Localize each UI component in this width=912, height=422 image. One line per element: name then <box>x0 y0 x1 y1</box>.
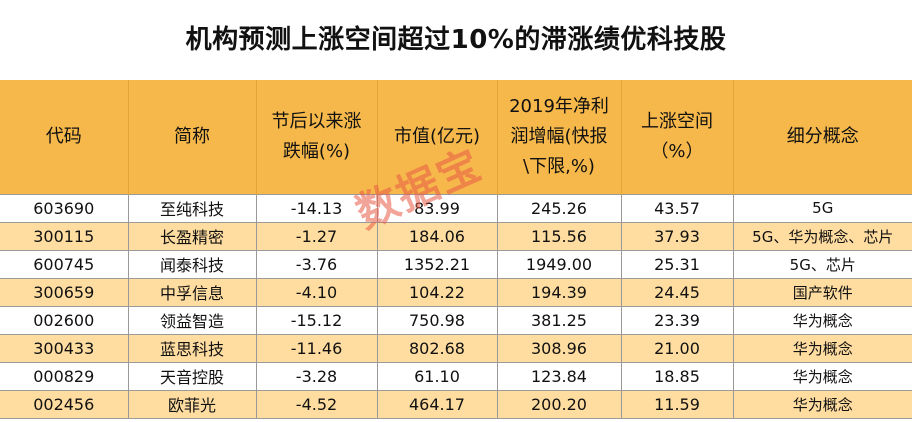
cell-upside: 43.57 <box>621 193 734 222</box>
table-row: 300115 长盈精密 -1.27 184.06 115.56 37.93 5G… <box>0 221 912 250</box>
cell-change: -11.46 <box>256 333 378 362</box>
column-header-market-cap: 市值(亿元) <box>377 80 498 194</box>
column-header-concept: 细分概念 <box>786 125 859 147</box>
cell-upside: 37.93 <box>621 221 734 250</box>
table-row: 000829 天音控股 -3.28 61.10 123.84 18.85 华为概… <box>0 361 912 390</box>
cell-market-cap: 184.06 <box>377 221 498 250</box>
cell-change: -4.52 <box>256 389 378 419</box>
cell-concept: 华为概念 <box>733 333 912 362</box>
cell-change: -3.28 <box>256 361 378 390</box>
cell-profit-growth: 308.96 <box>497 333 622 362</box>
cell-concept: 华为概念 <box>733 361 912 390</box>
cell-market-cap: 464.17 <box>377 389 498 419</box>
cell-change: -1.27 <box>256 221 378 250</box>
cell-market-cap: 1352.21 <box>377 249 498 278</box>
cell-name: 长盈精密 <box>128 221 257 250</box>
cell-upside: 24.45 <box>621 277 734 306</box>
cell-market-cap: 750.98 <box>377 305 498 334</box>
cell-change: -15.12 <box>256 305 378 334</box>
cell-name: 天音控股 <box>128 361 257 390</box>
cell-name: 闻泰科技 <box>128 249 257 278</box>
cell-profit-growth: 115.56 <box>497 221 622 250</box>
cell-profit-growth: 245.26 <box>497 193 622 222</box>
cell-code: 000829 <box>0 361 129 390</box>
cell-change: -4.10 <box>256 277 378 306</box>
cell-concept: 华为概念 <box>733 389 912 419</box>
column-header-name: 简称 <box>128 80 257 194</box>
cell-concept: 5G、华为概念、芯片 <box>733 221 912 250</box>
cell-profit-growth: 194.39 <box>497 277 622 306</box>
cell-profit-growth: 200.20 <box>497 389 622 419</box>
cell-profit-growth: 1949.00 <box>497 249 622 278</box>
cell-code: 300115 <box>0 221 129 250</box>
cell-upside: 25.31 <box>621 249 734 278</box>
cell-profit-growth: 123.84 <box>497 361 622 390</box>
cell-name: 至纯科技 <box>128 193 257 222</box>
cell-name: 中孚信息 <box>128 277 257 306</box>
cell-upside: 21.00 <box>621 333 734 362</box>
page-title: 机构预测上涨空间超过10%的滞涨绩优科技股 <box>185 25 727 55</box>
table-row: 300659 中孚信息 -4.10 104.22 194.39 24.45 国产… <box>0 277 912 306</box>
cell-code: 600745 <box>0 249 129 278</box>
column-header-profit-growth: 2019年净利 润增幅(快报 \下限,%) <box>497 80 622 194</box>
cell-market-cap: 61.10 <box>377 361 498 390</box>
column-header-code: 代码 <box>0 80 129 194</box>
column-header-change: 节后以来涨 跌幅(%) <box>256 80 378 194</box>
cell-name: 蓝思科技 <box>128 333 257 362</box>
cell-change: -3.76 <box>256 249 378 278</box>
cell-market-cap: 83.99 <box>377 193 498 222</box>
cell-upside: 11.59 <box>621 389 734 419</box>
cell-change: -14.13 <box>256 193 378 222</box>
cell-code: 300659 <box>0 277 129 306</box>
cell-name: 领益智造 <box>128 305 257 334</box>
cell-profit-growth: 381.25 <box>497 305 622 334</box>
cell-market-cap: 104.22 <box>377 277 498 306</box>
cell-concept: 5G、芯片 <box>733 249 912 278</box>
column-header-upside: 上涨空间 （%） <box>621 80 734 194</box>
cell-concept: 5G <box>733 193 912 222</box>
cell-code: 002600 <box>0 305 129 334</box>
cell-code: 603690 <box>0 193 129 222</box>
cell-upside: 18.85 <box>621 361 734 390</box>
table-header-row: 代码 简称 节后以来涨 跌幅(%) 市值(亿元) 2019年净利 润增幅(快报 … <box>0 80 912 194</box>
table-row: 600745 闻泰科技 -3.76 1352.21 1949.00 25.31 … <box>0 249 912 278</box>
table-row: 603690 至纯科技 -14.13 83.99 245.26 43.57 5G <box>0 193 912 222</box>
cell-code: 300433 <box>0 333 129 362</box>
table-row: 002456 欧菲光 -4.52 464.17 200.20 11.59 华为概… <box>0 389 912 419</box>
table-row: 002600 领益智造 -15.12 750.98 381.25 23.39 华… <box>0 305 912 334</box>
cell-name: 欧菲光 <box>128 389 257 419</box>
cell-concept: 国产软件 <box>733 277 912 306</box>
stock-table: 代码 简称 节后以来涨 跌幅(%) 市值(亿元) 2019年净利 润增幅(快报 … <box>0 80 912 419</box>
cell-code: 002456 <box>0 389 129 419</box>
cell-upside: 23.39 <box>621 305 734 334</box>
cell-market-cap: 802.68 <box>377 333 498 362</box>
cell-concept: 华为概念 <box>733 305 912 334</box>
table-row: 300433 蓝思科技 -11.46 802.68 308.96 21.00 华… <box>0 333 912 362</box>
